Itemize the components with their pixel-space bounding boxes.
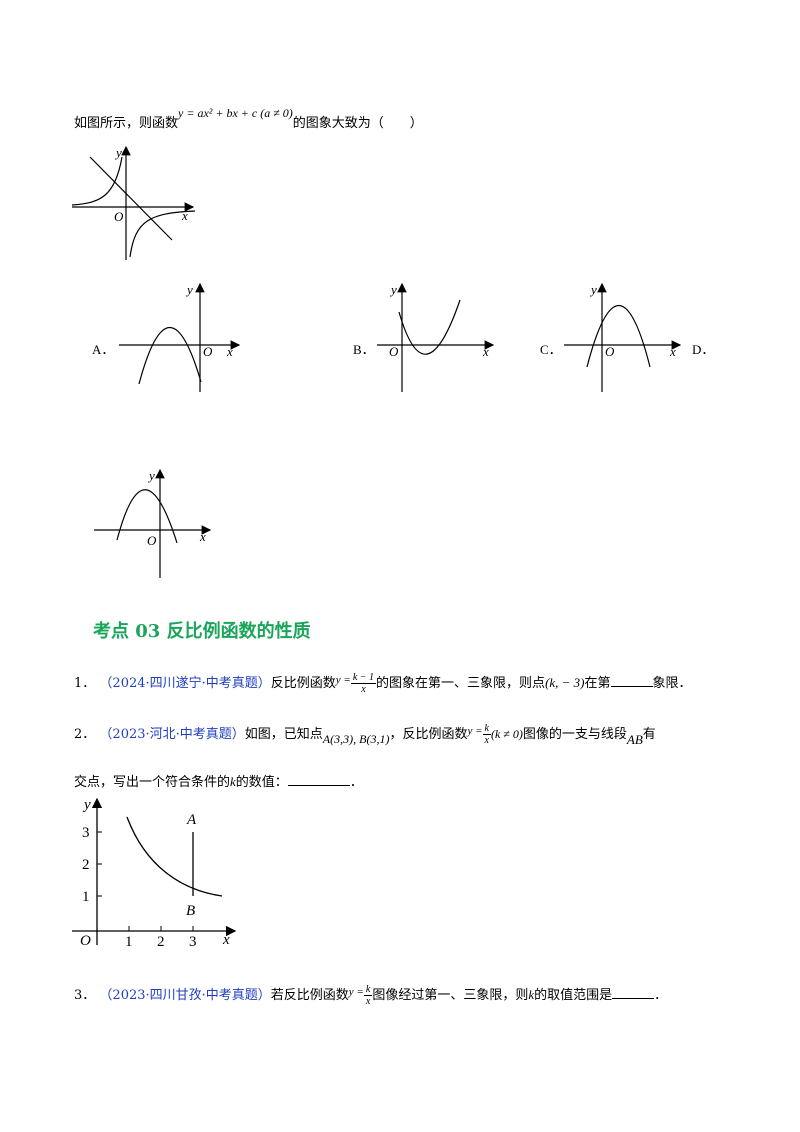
q2-yeq: y =	[467, 725, 483, 737]
q3-yeq: y =	[348, 986, 364, 998]
option-a-x: x	[226, 344, 233, 359]
option-d-graph: y x O	[94, 468, 212, 578]
q1-number: 1．	[74, 676, 96, 691]
option-c-label: C．	[540, 342, 562, 357]
option-a-graph: y x O	[119, 282, 241, 392]
q2-ytick-3: 3	[82, 825, 90, 841]
q1-text1: 反比例函数	[270, 676, 336, 691]
hyperbola-curve	[126, 816, 223, 897]
intro-figure: y x O	[71, 145, 196, 260]
q1-yeq: y =	[335, 674, 351, 686]
q2-end: ．	[349, 775, 363, 790]
q2-line2b: 的数值：	[235, 775, 288, 790]
option-a-o: O	[203, 344, 213, 359]
option-b-label: B．	[353, 342, 375, 357]
q2-points: A(3,3), B(3,1)	[322, 732, 390, 746]
q2-x-label: x	[222, 932, 230, 948]
hyperbola-branch-right	[129, 210, 196, 258]
q2-ytick-1: 1	[82, 889, 90, 905]
intro-suffix: 的图象大致为（ ）	[292, 116, 423, 131]
q1-text4: 象限．	[652, 676, 692, 691]
option-d-label: D．	[692, 342, 715, 357]
option-c-graph: y x O	[564, 282, 682, 392]
q3-frac-den: x	[365, 996, 371, 1007]
option-c-x: x	[669, 344, 676, 359]
intro-formula: y = ax² + bx + c (a ≠ 0)	[178, 106, 293, 120]
q2-source: （2023·河北·中考真题）	[99, 727, 245, 742]
q3-k: k	[528, 987, 535, 1002]
q2-text3: 图像的一支与线段	[522, 727, 627, 742]
q2-frac-num: k	[482, 723, 491, 735]
q3-text3: 的取值范围是	[534, 988, 613, 1003]
question-2-line2: 交点，写出一个符合条件的k的数值： ．	[74, 771, 363, 790]
q3-text1: 若反比例函数	[270, 988, 349, 1003]
q2-frac-den: x	[484, 735, 489, 746]
option-a-label: A．	[92, 342, 115, 357]
q2-figure: y x O 1 2 3 1 2 3 A B	[72, 797, 237, 950]
q3-frac-num: k	[363, 984, 373, 996]
option-b-y: y	[389, 282, 397, 297]
origin-label: O	[114, 209, 124, 224]
q2-text4: 有	[642, 727, 656, 742]
q1-point: (k, − 3)	[545, 675, 585, 690]
line-graph	[89, 156, 173, 241]
option-b-graph: y x O	[377, 282, 495, 392]
q2-text1: 如图，已知点	[244, 727, 323, 742]
q1-answer-blank[interactable]	[610, 674, 653, 687]
q2-point-b: B	[186, 903, 195, 919]
q2-xtick-1: 1	[125, 934, 133, 950]
q3-source: （2023·四川甘孜·中考真题）	[99, 988, 271, 1003]
q2-origin: O	[80, 933, 91, 949]
section-heading: 考点 03 反比例函数的性质	[93, 621, 311, 642]
q3-answer-blank[interactable]	[612, 986, 655, 999]
q2-line2: 交点，写出一个符合条件的	[74, 775, 231, 790]
q2-cond: (k ≠ 0)	[490, 727, 523, 741]
question-3: 3． （2023·四川甘孜·中考真题）若反比例函数y = k x 图像经过第一、三象限…	[74, 984, 667, 1007]
question-2: 2． （2023·河北·中考真题）如图，已知点A(3,3), B(3,1)，反比…	[74, 723, 656, 747]
q1-text2: 的图象在第一、三象限，则点	[376, 676, 546, 691]
q2-point-a: A	[186, 812, 197, 828]
option-c-o: O	[605, 344, 615, 359]
q2-y-label: y	[82, 797, 91, 813]
option-d-x: x	[199, 529, 206, 544]
intro-question: 如图所示，则函数y = ax² + bx + c (a ≠ 0)的图象大致为（ …	[74, 106, 423, 131]
q2-xtick-3: 3	[189, 934, 197, 950]
q2-xtick-2: 2	[157, 934, 165, 950]
q2-text2: ，反比例函数	[389, 727, 468, 742]
option-d-y: y	[147, 468, 155, 483]
q3-text2: 图像经过第一、三象限，则	[372, 988, 529, 1003]
option-b-x: x	[482, 344, 489, 359]
intro-prefix: 如图所示，则函数	[74, 116, 179, 131]
q1-frac-den: x	[361, 684, 366, 695]
axis-y-label: y	[114, 145, 122, 160]
hyperbola-branch-left	[71, 156, 123, 206]
q2-number: 2．	[74, 727, 96, 742]
option-c-y: y	[589, 282, 597, 297]
q2-segment: AB	[626, 732, 643, 747]
axis-x-label: x	[181, 208, 188, 223]
option-d-o: O	[147, 533, 157, 548]
q1-source: （2024·四川遂宁·中考真题）	[99, 676, 271, 691]
q1-text3: 在第	[584, 676, 611, 691]
option-b-o: O	[389, 344, 399, 359]
q2-ytick-2: 2	[82, 857, 90, 873]
question-1: 1． （2024·四川遂宁·中考真题）反比例函数y = k − 1 x 的图象在第一、…	[74, 672, 692, 695]
q3-number: 3．	[74, 988, 96, 1003]
q3-end: ．	[654, 988, 668, 1003]
q1-frac-num: k − 1	[350, 672, 377, 684]
option-a-y: y	[185, 282, 193, 297]
q2-answer-blank[interactable]	[287, 773, 350, 786]
q2-k: k	[230, 774, 236, 789]
